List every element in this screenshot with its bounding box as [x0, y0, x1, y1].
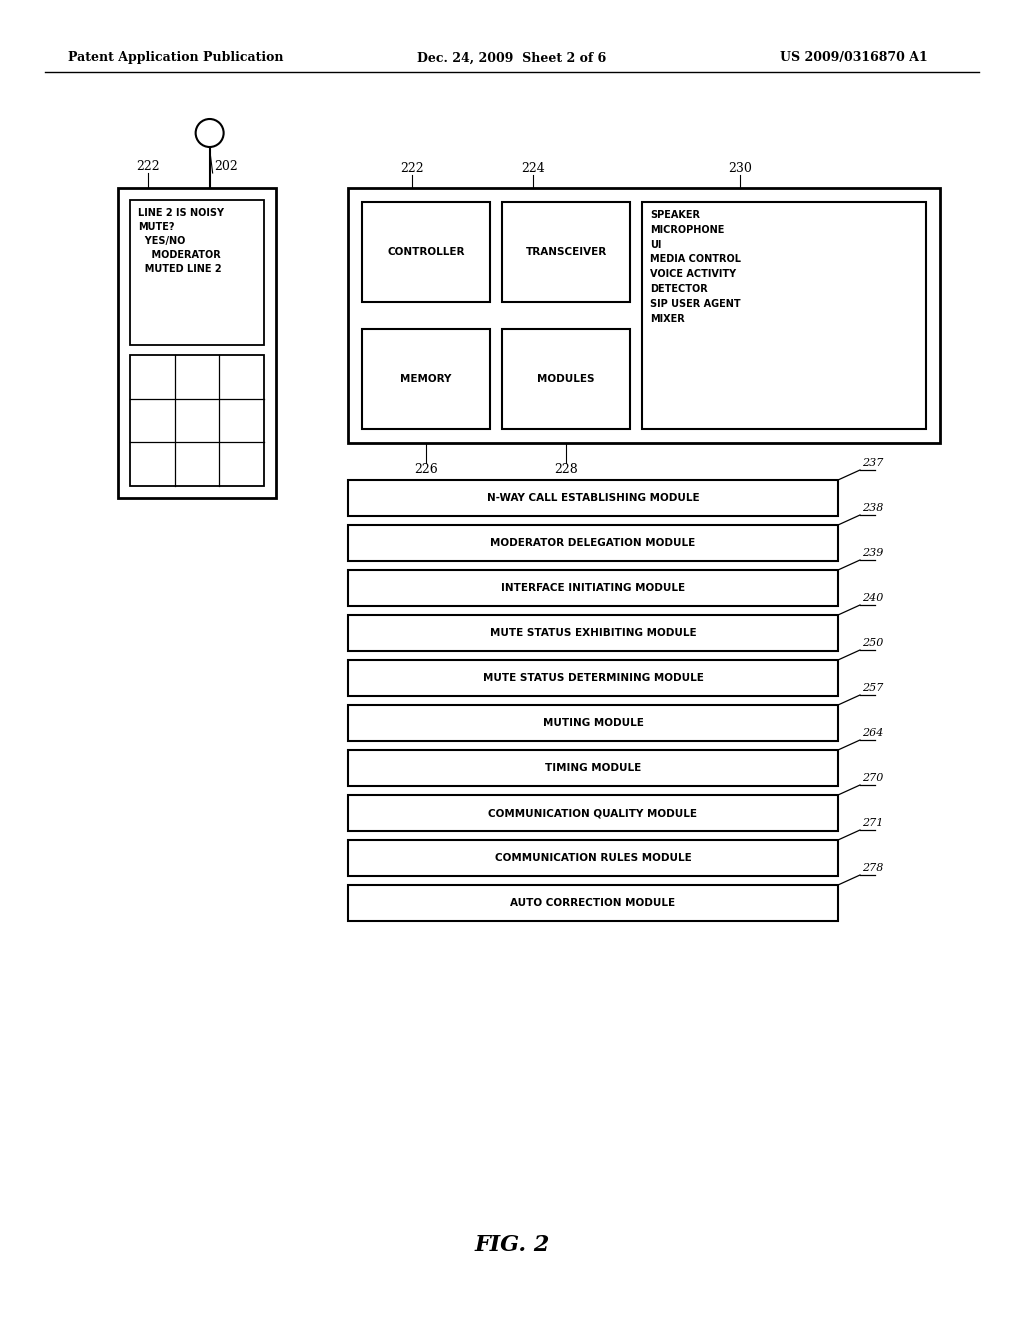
FancyBboxPatch shape — [348, 187, 940, 444]
FancyBboxPatch shape — [348, 705, 838, 741]
Text: 239: 239 — [862, 548, 884, 558]
FancyBboxPatch shape — [348, 615, 838, 651]
Text: TIMING MODULE: TIMING MODULE — [545, 763, 641, 774]
Text: 240: 240 — [862, 593, 884, 603]
Text: 202: 202 — [215, 160, 239, 173]
Text: 270: 270 — [862, 774, 884, 783]
Text: MODERATOR DELEGATION MODULE: MODERATOR DELEGATION MODULE — [490, 539, 695, 548]
FancyBboxPatch shape — [348, 525, 838, 561]
Text: CONTROLLER: CONTROLLER — [387, 247, 465, 257]
FancyBboxPatch shape — [130, 201, 264, 345]
Text: 230: 230 — [728, 162, 752, 176]
Text: AUTO CORRECTION MODULE: AUTO CORRECTION MODULE — [510, 898, 676, 908]
Text: 224: 224 — [521, 162, 545, 176]
FancyBboxPatch shape — [348, 750, 838, 785]
Text: MUTE STATUS DETERMINING MODULE: MUTE STATUS DETERMINING MODULE — [482, 673, 703, 682]
FancyBboxPatch shape — [348, 840, 838, 876]
Text: 222: 222 — [136, 160, 160, 173]
FancyBboxPatch shape — [502, 202, 630, 302]
Text: 222: 222 — [400, 162, 424, 176]
Text: MUTING MODULE: MUTING MODULE — [543, 718, 643, 729]
Text: 250: 250 — [862, 638, 884, 648]
FancyBboxPatch shape — [362, 329, 490, 429]
Text: MODULES: MODULES — [538, 374, 595, 384]
Text: 226: 226 — [414, 463, 438, 477]
FancyBboxPatch shape — [362, 202, 490, 302]
Text: INTERFACE INITIATING MODULE: INTERFACE INITIATING MODULE — [501, 583, 685, 593]
Text: US 2009/0316870 A1: US 2009/0316870 A1 — [780, 51, 928, 65]
FancyBboxPatch shape — [348, 660, 838, 696]
Text: 278: 278 — [862, 863, 884, 873]
Text: MEMORY: MEMORY — [400, 374, 452, 384]
FancyBboxPatch shape — [642, 202, 926, 429]
Text: 228: 228 — [554, 463, 578, 477]
FancyBboxPatch shape — [348, 480, 838, 516]
Text: TRANSCEIVER: TRANSCEIVER — [525, 247, 606, 257]
Text: COMMUNICATION QUALITY MODULE: COMMUNICATION QUALITY MODULE — [488, 808, 697, 818]
FancyBboxPatch shape — [502, 329, 630, 429]
FancyBboxPatch shape — [348, 795, 838, 832]
Text: 264: 264 — [862, 729, 884, 738]
Text: COMMUNICATION RULES MODULE: COMMUNICATION RULES MODULE — [495, 853, 691, 863]
Text: N-WAY CALL ESTABLISHING MODULE: N-WAY CALL ESTABLISHING MODULE — [486, 492, 699, 503]
Text: FIG. 2: FIG. 2 — [474, 1234, 550, 1257]
Text: 237: 237 — [862, 458, 884, 469]
Text: Patent Application Publication: Patent Application Publication — [68, 51, 284, 65]
Text: SPEAKER
MICROPHONE
UI
MEDIA CONTROL
VOICE ACTIVITY
DETECTOR
SIP USER AGENT
MIXER: SPEAKER MICROPHONE UI MEDIA CONTROL VOIC… — [650, 210, 741, 323]
FancyBboxPatch shape — [118, 187, 276, 498]
Text: 271: 271 — [862, 818, 884, 828]
Text: LINE 2 IS NOISY
MUTE?
  YES/NO
    MODERATOR
  MUTED LINE 2: LINE 2 IS NOISY MUTE? YES/NO MODERATOR M… — [138, 209, 224, 275]
Text: Dec. 24, 2009  Sheet 2 of 6: Dec. 24, 2009 Sheet 2 of 6 — [418, 51, 606, 65]
FancyBboxPatch shape — [348, 884, 838, 921]
Text: MUTE STATUS EXHIBITING MODULE: MUTE STATUS EXHIBITING MODULE — [489, 628, 696, 638]
FancyBboxPatch shape — [130, 355, 264, 486]
Text: 238: 238 — [862, 503, 884, 513]
Circle shape — [196, 119, 223, 147]
Text: 257: 257 — [862, 682, 884, 693]
FancyBboxPatch shape — [348, 570, 838, 606]
